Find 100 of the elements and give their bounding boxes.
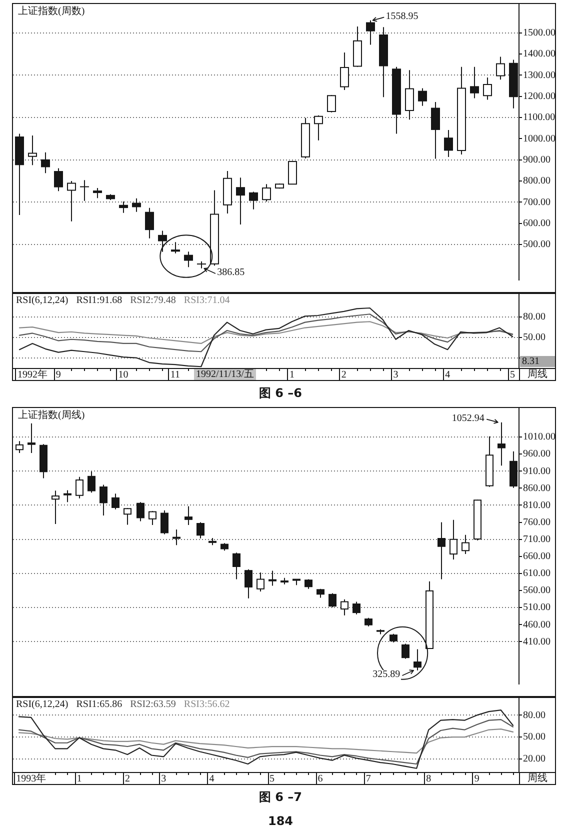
candlestick (366, 20, 375, 46)
x-tick-label: 9 (56, 370, 61, 381)
y-tick-label: 460.00 (523, 619, 550, 630)
candlestick (132, 198, 141, 212)
y-tick-label: 410.00 (523, 636, 550, 648)
text: RSI3:71.04 (184, 295, 230, 306)
x-tick-label: 1992年 (17, 368, 48, 381)
y-tick-label: 50.00 (523, 332, 546, 343)
y-tick-label: 1200.00 (523, 90, 556, 102)
candlestick (28, 422, 36, 454)
candlestick (352, 601, 360, 615)
candlestick (444, 129, 453, 158)
candlestick (88, 470, 96, 494)
y-tick-label: 660.00 (523, 551, 550, 562)
text: RSI1:65.86 (76, 699, 122, 710)
text: RSI3:56.62 (184, 699, 230, 710)
annotation: 1052.94 (450, 413, 486, 424)
y-tick-label: 20.00 (523, 754, 546, 765)
x-tick-label: 11 (170, 370, 180, 381)
x-tick-label: 4 (209, 774, 214, 785)
text: RSI2:79.48 (130, 295, 176, 306)
candlestick (236, 177, 245, 226)
y-tick-label: 860.00 (523, 482, 550, 494)
candlestick (470, 66, 479, 99)
x-tick-label: 1 (289, 370, 294, 381)
x-tick-label: 2 (124, 774, 130, 785)
chart-title: 上证指数(周数) (18, 6, 85, 17)
y-tick-label: 1300.00 (523, 70, 556, 81)
x-tick-label: 8 (426, 774, 432, 785)
y-tick-label: 510.00 (523, 602, 550, 614)
text: 8.31 (520, 356, 555, 367)
x-tick-label: 3 (161, 774, 166, 785)
candlestick (268, 570, 276, 586)
candlestick (64, 490, 72, 503)
y-tick-label: 810.00 (523, 500, 550, 511)
candlestick (249, 191, 258, 210)
candlestick (431, 102, 440, 160)
x-tick-label: 6 (318, 774, 323, 785)
text: RSI1:91.68 (76, 295, 122, 306)
x-tick-label: 7 (366, 774, 371, 785)
text: RSI2:63.59 (130, 699, 176, 710)
candlestick (244, 568, 252, 599)
x-tick-label: 1 (76, 774, 82, 785)
candlestick (438, 522, 446, 580)
candlestick (158, 230, 167, 252)
x-tick-label: 2 (341, 370, 346, 381)
text: 184 (266, 814, 294, 828)
candlestick (119, 200, 128, 214)
x-axis-title: 周线 (526, 773, 548, 784)
x-tick-label: 1993年 (16, 772, 46, 785)
text: 图 6 –6 (258, 385, 304, 401)
candlestick (196, 522, 204, 539)
x-tick-label: 9 (474, 774, 480, 785)
annotation: 325.89 (372, 669, 402, 680)
y-tick-label: 560.00 (523, 585, 550, 596)
y-tick-label: 800.00 (523, 176, 550, 187)
candlestick (171, 242, 180, 254)
y-tick-label: 1500.00 (523, 27, 556, 38)
candlestick (145, 207, 154, 239)
y-tick-label: 80.00 (523, 311, 546, 322)
y-tick-label: 1010.00 (523, 432, 556, 443)
annotation: 386.85 (216, 267, 246, 278)
legend-title: RSI(6,12,24) (16, 699, 68, 710)
x-tick-label: 3 (393, 370, 398, 381)
y-tick-label: 600.00 (523, 218, 550, 229)
y-tick-label: 1100.00 (523, 112, 556, 124)
y-tick-label: 710.00 (523, 534, 550, 545)
chart-title: 上证指数(周线) (18, 410, 85, 421)
y-tick-label: 900.00 (523, 154, 550, 166)
candlestick (232, 552, 240, 580)
y-tick-label: 1000.00 (523, 133, 556, 144)
y-tick-label: 50.00 (523, 732, 546, 743)
x-axis-title: 周线 (526, 369, 548, 380)
legend-title: RSI(6,12,24) (16, 295, 68, 306)
candlestick (160, 510, 168, 535)
x-tick-label: 4 (445, 370, 450, 381)
candlestick (100, 484, 108, 516)
candlestick (136, 502, 144, 522)
candlestick (93, 187, 102, 199)
y-tick-label: 910.00 (523, 466, 550, 477)
y-tick-label: 1400.00 (523, 48, 556, 60)
candlestick (402, 643, 410, 660)
candlestick (80, 180, 89, 202)
y-tick-label: 500.00 (523, 239, 550, 250)
candlestick (184, 251, 193, 268)
x-tick-label: 5 (510, 370, 516, 381)
candlestick (112, 493, 120, 510)
y-tick-label: 610.00 (523, 568, 550, 580)
annotation: 1558.95 (384, 11, 420, 22)
y-tick-label: 760.00 (523, 516, 550, 528)
y-tick-label: 700.00 (523, 196, 550, 208)
candlestick (414, 648, 422, 671)
y-tick-label: 960.00 (523, 448, 550, 460)
x-tick-label: 5 (270, 774, 275, 785)
candlestick (184, 506, 192, 526)
candlestick (328, 592, 336, 608)
candlestick (418, 88, 427, 106)
x-tick-label: 10 (118, 370, 128, 381)
text: 图 6 –7 (258, 789, 304, 805)
candlestick (54, 168, 63, 192)
